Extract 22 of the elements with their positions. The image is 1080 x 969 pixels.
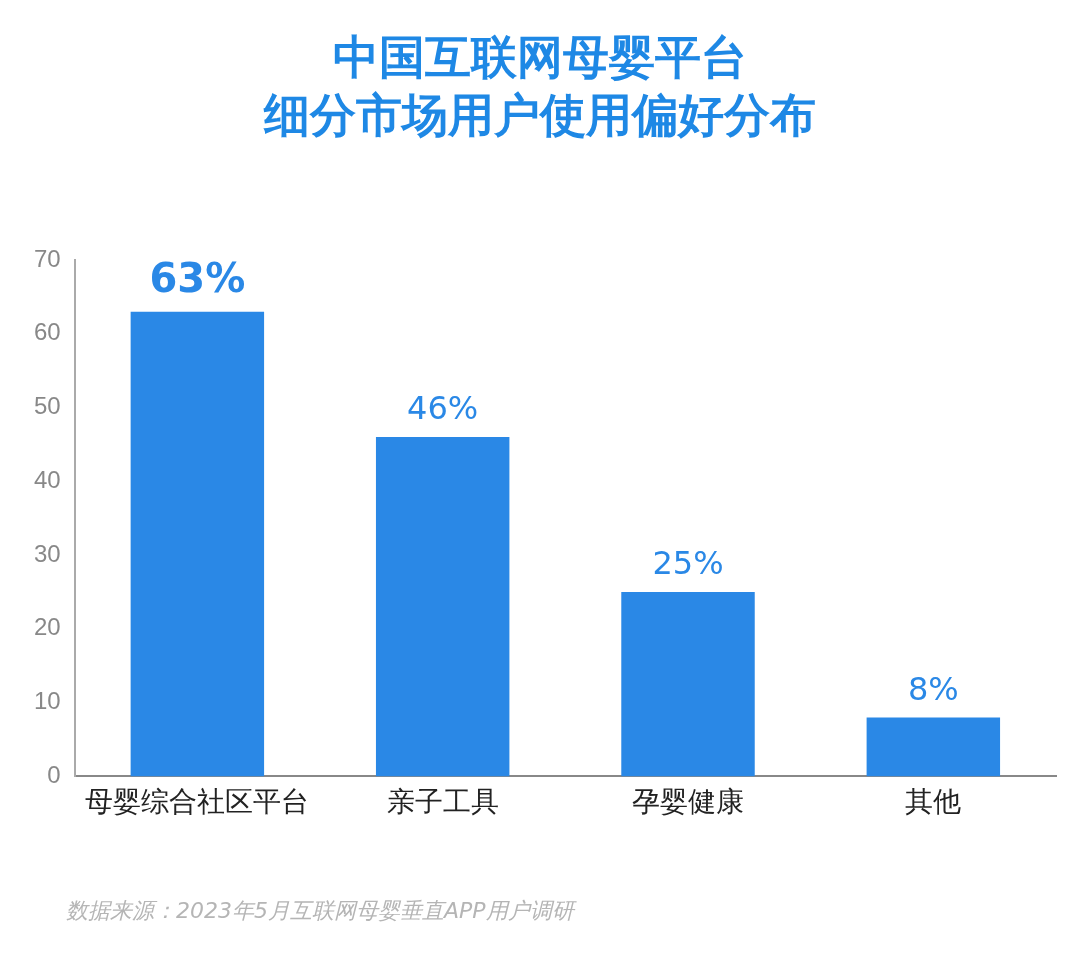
y-tick-label: 10 <box>33 687 61 715</box>
data-label: 8% <box>907 669 959 708</box>
y-tick-label: 30 <box>33 539 61 567</box>
y-tick-label: 70 <box>33 244 61 272</box>
y-tick-label: 50 <box>33 392 61 420</box>
bar <box>621 591 755 777</box>
bar <box>866 717 1001 777</box>
bar <box>130 311 265 777</box>
y-tick-label: 20 <box>33 613 61 641</box>
data-label: 25% <box>652 544 724 583</box>
data-label: 46% <box>407 389 479 428</box>
x-tick-label: 其他 <box>905 785 962 817</box>
data-label: 63% <box>149 255 246 302</box>
y-tick-label: 0 <box>47 761 61 789</box>
bar <box>375 437 510 777</box>
x-tick-label: 母婴综合社区平台 <box>85 785 310 817</box>
x-tick-label: 亲子工具 <box>386 785 499 817</box>
y-tick-label: 60 <box>33 318 61 346</box>
x-tick-label: 孕婴健康 <box>632 785 745 817</box>
y-tick-label: 40 <box>33 465 61 493</box>
chart-title: 中国互联网母婴平台 <box>332 29 748 86</box>
chart-subtitle: 细分市场用户使用偏好分布 <box>262 87 817 144</box>
